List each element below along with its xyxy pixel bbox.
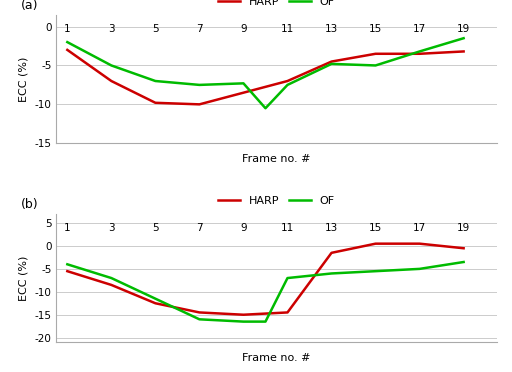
OF	[329, 62, 335, 66]
HARP	[153, 100, 159, 105]
Text: (a): (a)	[21, 0, 38, 13]
OF	[461, 36, 467, 41]
Text: 3: 3	[108, 223, 115, 233]
HARP	[461, 246, 467, 250]
Text: (b): (b)	[21, 198, 39, 211]
Text: 17: 17	[413, 223, 426, 233]
HARP	[373, 52, 379, 56]
HARP	[461, 49, 467, 54]
Text: 11: 11	[281, 24, 294, 34]
OF	[153, 296, 159, 301]
Text: 1: 1	[64, 24, 71, 34]
HARP	[329, 59, 335, 64]
OF	[109, 63, 115, 68]
OF	[109, 276, 115, 280]
Legend: HARP, OF: HARP, OF	[214, 0, 339, 11]
Legend: HARP, OF: HARP, OF	[214, 191, 339, 210]
OF	[417, 267, 423, 271]
Text: 5: 5	[152, 24, 159, 34]
Text: 19: 19	[457, 223, 470, 233]
Line: OF: OF	[68, 262, 464, 322]
HARP	[109, 283, 115, 287]
Line: OF: OF	[68, 38, 464, 108]
HARP	[417, 52, 423, 56]
Text: 7: 7	[196, 24, 203, 34]
OF	[65, 262, 71, 266]
X-axis label: Frame no. #: Frame no. #	[242, 154, 311, 164]
Text: 17: 17	[413, 24, 426, 34]
OF	[153, 79, 159, 83]
OF	[417, 49, 423, 54]
Text: 9: 9	[240, 24, 247, 34]
Text: 1: 1	[64, 223, 71, 233]
Text: 15: 15	[369, 24, 382, 34]
OF	[263, 106, 269, 110]
HARP	[241, 90, 247, 95]
OF	[373, 63, 379, 68]
OF	[197, 83, 203, 87]
HARP	[373, 241, 379, 246]
HARP	[285, 310, 291, 315]
Text: 15: 15	[369, 223, 382, 233]
OF	[373, 269, 379, 273]
HARP	[241, 312, 247, 317]
OF	[329, 271, 335, 276]
OF	[197, 317, 203, 321]
Y-axis label: ECC (%): ECC (%)	[19, 57, 29, 102]
HARP	[153, 301, 159, 305]
HARP	[109, 79, 115, 83]
HARP	[65, 269, 71, 273]
OF	[241, 320, 247, 324]
HARP	[329, 251, 335, 255]
Text: 3: 3	[108, 24, 115, 34]
X-axis label: Frame no. #: Frame no. #	[242, 353, 311, 363]
OF	[285, 276, 291, 280]
OF	[241, 81, 247, 86]
Text: 13: 13	[325, 24, 338, 34]
Text: 19: 19	[457, 24, 470, 34]
OF	[65, 40, 71, 44]
OF	[263, 320, 269, 324]
Text: 7: 7	[196, 223, 203, 233]
OF	[285, 83, 291, 87]
Line: HARP: HARP	[68, 244, 464, 315]
HARP	[285, 79, 291, 83]
HARP	[197, 310, 203, 315]
OF	[461, 260, 467, 264]
HARP	[197, 102, 203, 107]
HARP	[65, 48, 71, 52]
Text: 5: 5	[152, 223, 159, 233]
Text: 9: 9	[240, 223, 247, 233]
Line: HARP: HARP	[68, 50, 464, 105]
Y-axis label: ECC (%): ECC (%)	[19, 255, 29, 301]
HARP	[417, 241, 423, 246]
Text: 11: 11	[281, 223, 294, 233]
Text: 13: 13	[325, 223, 338, 233]
